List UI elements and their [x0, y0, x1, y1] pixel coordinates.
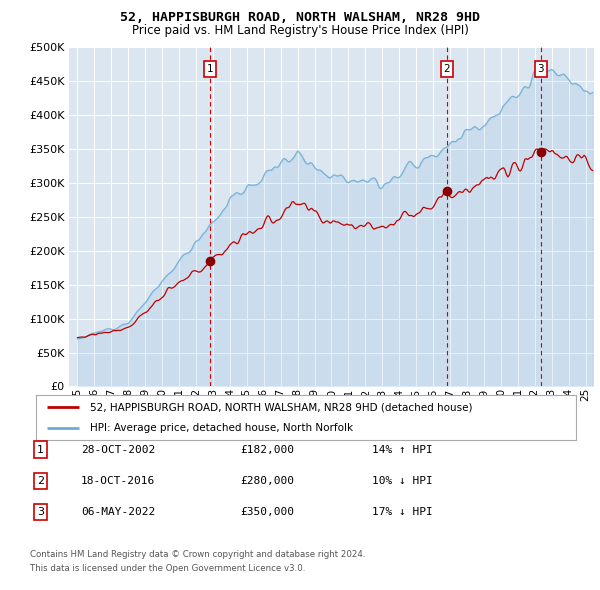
Text: 3: 3 [37, 507, 44, 517]
Text: £350,000: £350,000 [240, 507, 294, 517]
Text: £182,000: £182,000 [240, 445, 294, 454]
Text: 52, HAPPISBURGH ROAD, NORTH WALSHAM, NR28 9HD (detached house): 52, HAPPISBURGH ROAD, NORTH WALSHAM, NR2… [90, 402, 473, 412]
Text: 52, HAPPISBURGH ROAD, NORTH WALSHAM, NR28 9HD: 52, HAPPISBURGH ROAD, NORTH WALSHAM, NR2… [120, 11, 480, 24]
Text: 14% ↑ HPI: 14% ↑ HPI [372, 445, 433, 454]
Text: 28-OCT-2002: 28-OCT-2002 [81, 445, 155, 454]
Text: £280,000: £280,000 [240, 476, 294, 486]
Text: 06-MAY-2022: 06-MAY-2022 [81, 507, 155, 517]
Text: 17% ↓ HPI: 17% ↓ HPI [372, 507, 433, 517]
Text: 2: 2 [37, 476, 44, 486]
Text: This data is licensed under the Open Government Licence v3.0.: This data is licensed under the Open Gov… [30, 564, 305, 573]
Text: 1: 1 [37, 445, 44, 454]
Text: 1: 1 [207, 64, 214, 74]
Text: 10% ↓ HPI: 10% ↓ HPI [372, 476, 433, 486]
Text: 18-OCT-2016: 18-OCT-2016 [81, 476, 155, 486]
Text: Price paid vs. HM Land Registry's House Price Index (HPI): Price paid vs. HM Land Registry's House … [131, 24, 469, 37]
Text: HPI: Average price, detached house, North Norfolk: HPI: Average price, detached house, Nort… [90, 422, 353, 432]
Text: Contains HM Land Registry data © Crown copyright and database right 2024.: Contains HM Land Registry data © Crown c… [30, 550, 365, 559]
Text: 2: 2 [443, 64, 450, 74]
Text: 3: 3 [538, 64, 544, 74]
